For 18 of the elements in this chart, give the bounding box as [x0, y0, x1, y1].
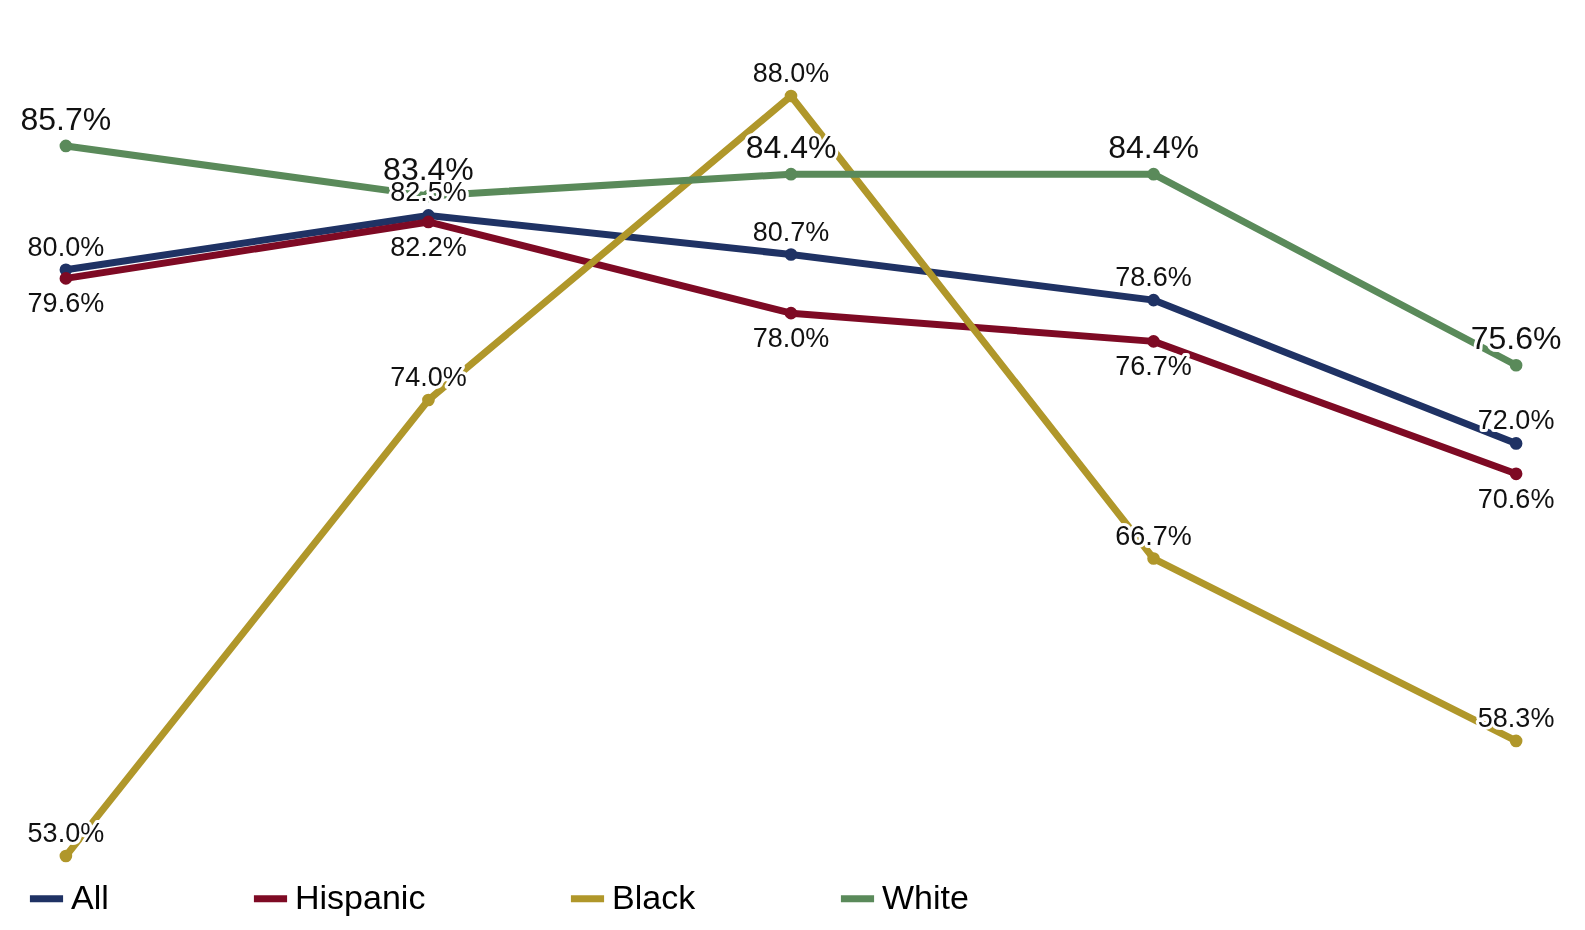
legend-label: Black [612, 877, 697, 916]
data-label: 70.6% [1477, 483, 1555, 514]
data-label: 79.6% [27, 288, 105, 319]
data-label: 58.3% [1477, 702, 1555, 733]
legend-label: All [71, 877, 109, 916]
data-label: 76.7% [1115, 351, 1192, 382]
legend-label: Hispanic [295, 877, 426, 916]
data-label: 78.6% [1115, 262, 1192, 293]
data-label: 82.2% [390, 231, 467, 262]
data-label: 84.4% [1108, 129, 1199, 166]
data-label: 80.7% [752, 216, 830, 247]
data-label: 75.6% [1470, 320, 1562, 357]
data-label: 80.0% [27, 231, 105, 262]
data-label: 78.0% [752, 323, 830, 354]
legend-label: White [882, 877, 969, 916]
data-label: 88.0% [752, 58, 830, 88]
data-label: 72.0% [1477, 405, 1555, 436]
data-label: 85.7% [20, 100, 112, 137]
